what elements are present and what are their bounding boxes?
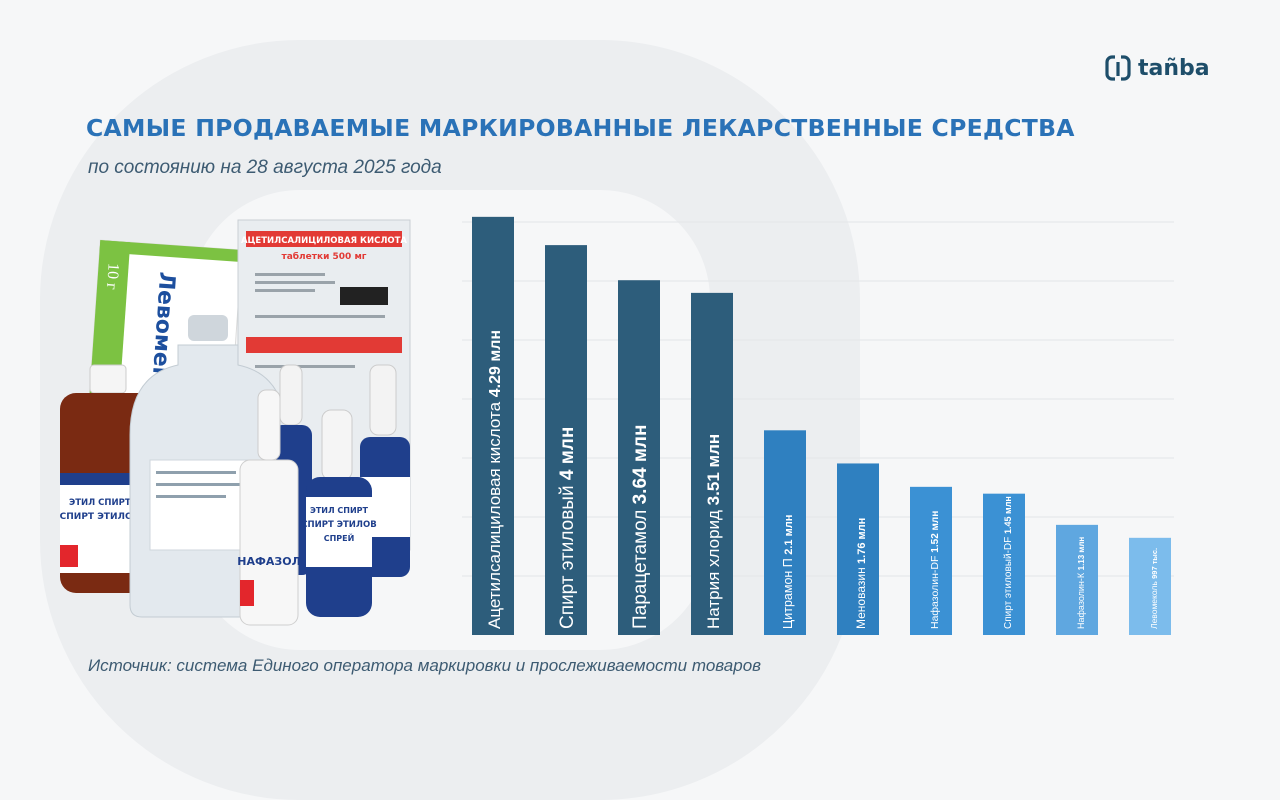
sales-bar-chart: Ацетилсалициловая кислота 4.29 млн Спирт … <box>462 216 1174 636</box>
bar-label: Спирт этиловый 4 млн <box>557 427 578 629</box>
chart-bars <box>472 216 1171 636</box>
bar-label: Левомеколь 997 тыс. <box>1149 548 1159 629</box>
bar-label: Спирт этиловый-DF 1.45 млн <box>1003 496 1014 629</box>
spray-name-label: СПИРТ ЭТИЛОВ <box>301 520 376 530</box>
bar <box>1129 537 1171 635</box>
category-label: Меновазин <box>854 564 868 629</box>
bar <box>691 292 733 635</box>
category-label: Натрия хлорид <box>704 505 723 629</box>
category-label: Нафазолин-К <box>1076 570 1086 629</box>
bar <box>545 245 587 636</box>
value-label: 997 тыс. <box>1150 548 1159 579</box>
category-label: Спирт этиловый <box>557 480 578 629</box>
category-label: Цитрамон П <box>781 555 795 629</box>
spray-bottle-front: ЭТИЛ СПИРТ СПИРТ ЭТИЛОВ СПРЕЙ <box>301 409 377 617</box>
chart-bar-labels: Ацетилсалициловая кислота 4.29 млн Спирт … <box>485 330 1159 629</box>
medicine-products-image: Левомеколь 10 г АЦЕТИЛСАЛИЦИЛОВАЯ КИСЛОТ… <box>60 219 411 626</box>
bar-label: Цитрамон П 2.1 млн <box>781 515 795 629</box>
bar <box>983 493 1025 635</box>
nafazolin-label: НАФАЗОЛ <box>237 555 300 568</box>
bar-label: Нафазолин-DF 1.52 млн <box>929 511 941 629</box>
brand-logo[interactable]: tañba <box>1104 54 1210 82</box>
nafazolin-bottle: НАФАЗОЛ <box>237 389 301 626</box>
aspirin-strip-dose: таблетки 500 мг <box>281 251 366 262</box>
bar <box>1056 524 1098 635</box>
brand-name: tañba <box>1138 55 1210 81</box>
category-label: Левомеколь <box>1149 579 1159 629</box>
bar-label: Натрия хлорид 3.51 млн <box>704 434 723 629</box>
spray-type-label: СПРЕЙ <box>324 532 355 543</box>
bar-label: Ацетилсалициловая кислота 4.29 млн <box>485 330 504 629</box>
bar <box>837 463 879 635</box>
bar-label: Парацетамол 3.64 млн <box>630 425 651 629</box>
value-label: 3.51 млн <box>704 434 723 505</box>
category-label: Ацетилсалициловая кислота <box>485 397 504 629</box>
category-label: Нафазолин-DF <box>929 553 941 629</box>
page-title: САМЫЕ ПРОДАВАЕМЫЕ МАРКИРОВАННЫЕ ЛЕКАРСТВ… <box>86 114 1075 142</box>
category-label: Спирт этиловый-DF <box>1003 534 1014 629</box>
brand-logo-icon <box>1105 55 1131 81</box>
spray-brand-label: ЭТИЛ СПИРТ <box>310 506 369 515</box>
bar <box>472 216 514 636</box>
value-label: 1.76 млн <box>856 518 868 564</box>
aspirin-strip-title: АЦЕТИЛСАЛИЦИЛОВАЯ КИСЛОТА <box>241 236 407 246</box>
bar-label: Нафазолин-К 1.13 млн <box>1076 537 1086 629</box>
bar <box>764 430 806 635</box>
value-label: 1.52 млн <box>930 511 941 553</box>
value-label: 4.29 млн <box>487 330 504 397</box>
category-label: Парацетамол <box>630 504 651 629</box>
value-label: 1.45 млн <box>1003 496 1013 534</box>
ethyl-bottle-brand: ЭТИЛ СПИРТ-DF <box>69 498 147 508</box>
value-label: 4 млн <box>557 427 578 480</box>
value-label: 2.1 млн <box>783 515 795 555</box>
box-weight-label: 10 г <box>103 263 122 291</box>
page-subtitle: по состоянию на 28 августа 2025 года <box>88 157 442 178</box>
bar-label: Меновазин 1.76 млн <box>854 518 868 629</box>
source-note: Источник: система Единого оператора марк… <box>88 656 762 675</box>
bar <box>910 486 952 635</box>
value-label: 1.13 млн <box>1077 537 1086 571</box>
value-label: 3.64 млн <box>630 425 651 505</box>
bar <box>618 280 660 635</box>
